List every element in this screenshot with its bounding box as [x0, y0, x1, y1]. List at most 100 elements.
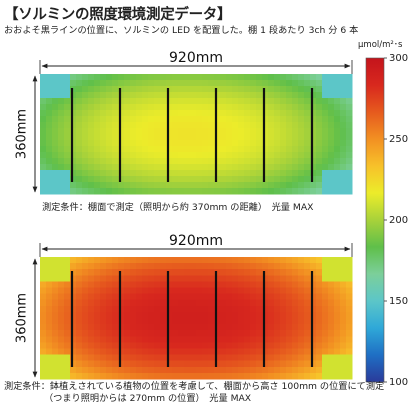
heatmap-cell — [316, 134, 323, 141]
heatmap-cell — [178, 182, 185, 189]
heatmap-cell — [64, 269, 71, 276]
heatmap-cell — [190, 86, 197, 93]
heatmap-cell — [184, 336, 191, 343]
heatmap-cell — [154, 354, 161, 362]
heatmap-cell — [40, 348, 47, 355]
heatmap-cell — [94, 92, 101, 99]
heatmap-cell — [76, 74, 83, 81]
heatmap-cell — [136, 366, 143, 374]
heatmap-cell — [64, 324, 71, 331]
heatmap-cell — [52, 257, 59, 264]
heatmap-cell — [262, 324, 269, 331]
heatmap-cell — [298, 348, 305, 355]
heatmap-cell — [160, 287, 167, 294]
heatmap-cell — [334, 330, 341, 337]
heatmap-cell — [286, 311, 293, 319]
heatmap-cell — [100, 366, 107, 374]
heatmap-cell — [148, 116, 155, 123]
heatmap-cell — [316, 311, 323, 319]
heatmap-cell — [112, 342, 119, 349]
heatmap-cell — [298, 257, 305, 264]
heatmap-cell — [328, 293, 335, 301]
heatmap-cell — [70, 158, 77, 165]
heatmap-cell — [130, 263, 137, 270]
heatmap-cell — [250, 299, 257, 307]
heatmap-cell — [82, 128, 89, 135]
heatmap-cell — [208, 146, 215, 153]
heatmap-cell — [274, 86, 281, 93]
heatmap-cell — [208, 116, 215, 123]
heatmap-cell — [280, 318, 287, 325]
heatmap-cell — [268, 188, 275, 195]
heatmap-cell — [256, 330, 263, 337]
heatmap-cell — [250, 80, 257, 87]
heatmap-cell — [190, 158, 197, 165]
heatmap-cell — [94, 257, 101, 264]
heatmap-cell — [130, 152, 137, 159]
heatmap-cell — [256, 146, 263, 153]
bottom-heatmap-cells — [40, 257, 353, 380]
heatmap-cell — [58, 287, 65, 294]
heatmap-cell — [142, 311, 149, 319]
heatmap-cell — [100, 158, 107, 165]
heatmap-cell — [142, 110, 149, 117]
heatmap-cell — [136, 293, 143, 301]
heatmap-cell — [244, 104, 251, 111]
heatmap-cell — [64, 86, 71, 93]
heatmap-cell — [310, 275, 317, 282]
heatmap-cell — [280, 366, 287, 374]
heatmap-cell — [160, 134, 167, 141]
heatmap-cell — [286, 116, 293, 123]
heatmap-cell — [136, 330, 143, 337]
heatmap-cell — [46, 74, 53, 81]
heatmap-cell — [328, 299, 335, 307]
heatmap-cell — [184, 134, 191, 141]
heatmap-cell — [304, 152, 311, 159]
heatmap-cell — [178, 275, 185, 282]
heatmap-cell — [274, 98, 281, 105]
heatmap-cell — [130, 116, 137, 123]
heatmap-cell — [70, 318, 77, 325]
heatmap-cell — [172, 140, 179, 147]
heatmap-cell — [88, 311, 95, 319]
heatmap-cell — [334, 336, 341, 343]
heatmap-cell — [268, 330, 275, 337]
heatmap-cell — [274, 336, 281, 343]
heatmap-cell — [46, 152, 53, 159]
heatmap-cell — [334, 257, 341, 264]
heatmap-cell — [328, 324, 335, 331]
heatmap-cell — [58, 86, 65, 93]
heatmap-cell — [328, 269, 335, 276]
heatmap-cell — [118, 311, 125, 319]
heatmap-cell — [286, 80, 293, 87]
heatmap-cell — [202, 275, 209, 282]
heatmap-cell — [148, 104, 155, 111]
heatmap-cell — [232, 354, 239, 362]
heatmap-cell — [82, 158, 89, 165]
heatmap-cell — [112, 263, 119, 270]
heatmap-cell — [70, 293, 77, 301]
heatmap-cell — [202, 360, 209, 368]
heatmap-cell — [124, 98, 131, 105]
heatmap-cell — [94, 170, 101, 177]
heatmap-cell — [118, 116, 125, 123]
heatmap-cell — [268, 354, 275, 362]
heatmap-cell — [166, 98, 173, 105]
heatmap-cell — [52, 311, 59, 319]
heatmap-cell — [88, 164, 95, 171]
heatmap-cell — [160, 305, 167, 313]
heatmap-cell — [328, 116, 335, 123]
heatmap-cell — [196, 299, 203, 307]
heatmap-cell — [52, 80, 59, 87]
heatmap-cell — [130, 372, 137, 380]
heatmap-cell — [130, 74, 137, 81]
heatmap-cell — [298, 128, 305, 135]
heatmap-cell — [100, 330, 107, 337]
heatmap-cell — [304, 86, 311, 93]
heatmap-cell — [112, 110, 119, 117]
heatmap-cell — [208, 299, 215, 307]
heatmap-cell — [310, 92, 317, 99]
heatmap-cell — [184, 330, 191, 337]
heatmap-cell — [244, 128, 251, 135]
